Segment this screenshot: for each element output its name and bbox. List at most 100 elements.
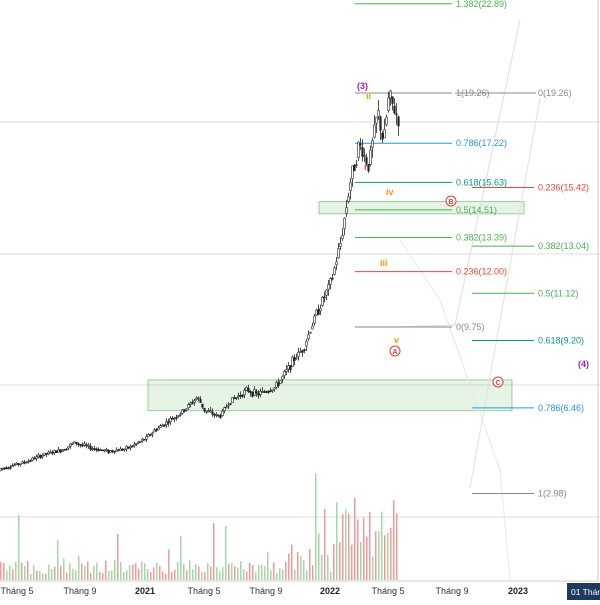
candle — [169, 417, 172, 423]
candle — [127, 446, 130, 449]
candle — [31, 457, 34, 461]
volume-bar — [168, 549, 170, 580]
time-tick-label: Tháng 9 — [63, 586, 96, 596]
candle — [283, 371, 286, 376]
candle — [63, 449, 66, 451]
volume-bar — [291, 544, 293, 580]
volume-bar — [342, 514, 344, 580]
candle — [45, 453, 48, 455]
volume-bar — [255, 572, 257, 580]
candle — [339, 243, 342, 247]
fib-retracement-label: 0.236(12.00) — [456, 267, 507, 277]
candle — [11, 465, 14, 467]
candle — [297, 351, 300, 357]
volume-bar — [348, 513, 350, 580]
candle — [143, 438, 146, 441]
candle — [397, 116, 400, 127]
candle — [47, 451, 50, 455]
candle — [243, 390, 246, 396]
volume-bar — [108, 571, 110, 580]
volume-bar — [264, 566, 266, 580]
candle — [241, 394, 244, 398]
candle — [367, 163, 370, 172]
fib-retracement-label: 0.5(14.51) — [456, 205, 497, 215]
candle — [361, 147, 364, 157]
fib-extension-label: 0.382(13.04) — [538, 241, 589, 251]
candle — [125, 446, 128, 450]
candle — [385, 117, 388, 126]
candle — [245, 386, 248, 391]
volume-bar — [147, 568, 149, 580]
candle — [337, 248, 340, 259]
volume-bar — [228, 563, 230, 580]
volume-bar — [30, 573, 32, 580]
volume-bar — [387, 532, 389, 580]
candle — [379, 116, 382, 131]
volume-bar — [33, 565, 35, 580]
volume-bar — [156, 562, 158, 580]
candle — [1, 467, 4, 470]
candle — [301, 350, 304, 353]
volume-bar — [195, 564, 197, 580]
time-tick-label: Tháng 9 — [249, 586, 282, 596]
candle — [247, 388, 250, 392]
candle — [103, 449, 106, 452]
volume-bar — [63, 558, 65, 580]
candle — [377, 110, 380, 117]
volume-bar — [318, 533, 320, 580]
candle — [295, 357, 298, 360]
volume-bar — [189, 560, 191, 580]
correction-label: C — [495, 380, 500, 387]
volume-bar — [3, 562, 5, 580]
candle — [153, 429, 156, 433]
candle — [65, 448, 68, 451]
volume-bar — [75, 570, 77, 580]
candle — [281, 375, 284, 380]
candle — [51, 452, 54, 454]
volume-bar — [42, 573, 44, 580]
candle — [141, 438, 144, 442]
volume-bar — [345, 509, 347, 580]
candle — [77, 443, 80, 446]
fib-extension-label: 0.5(11.12) — [538, 288, 578, 298]
volume-bar — [162, 571, 164, 580]
candle — [3, 467, 6, 470]
volume-bar — [9, 565, 11, 580]
volume-bar — [84, 565, 86, 580]
candle — [71, 442, 74, 445]
fibonacci-layer: 1.382(22.89)1(19.26)0.786(17.22)0.618(15… — [355, 0, 589, 499]
candle — [165, 421, 168, 426]
candle — [191, 402, 194, 404]
candle — [187, 404, 190, 408]
candle — [35, 456, 38, 459]
candle — [253, 389, 256, 396]
candles-layer — [0, 89, 400, 472]
candle — [275, 382, 278, 388]
volume-bar — [54, 566, 56, 580]
time-tick-label: Tháng 9 — [435, 586, 468, 596]
candle — [257, 393, 260, 396]
candle — [75, 442, 78, 445]
crosshair-time-label: 01 Thán — [571, 587, 600, 597]
candle — [131, 445, 134, 448]
candle — [5, 467, 8, 470]
candle — [179, 413, 182, 416]
candle — [137, 441, 140, 444]
volume-bar — [6, 570, 8, 580]
volume-bar — [72, 569, 74, 580]
candle — [373, 124, 376, 138]
volume-bar — [39, 570, 41, 580]
time-axis[interactable]: Tháng 5 Tháng 9 2021 Tháng 5 Tháng 9 2022 Thán… — [0, 580, 600, 600]
candle — [369, 149, 372, 166]
candle — [293, 357, 296, 362]
volume-bar — [153, 567, 155, 580]
candle — [251, 392, 254, 397]
volume-bar — [222, 567, 224, 580]
volume-bar — [270, 570, 272, 580]
volume-bar — [36, 570, 38, 580]
volume-bar — [252, 565, 254, 580]
volume-bar — [96, 562, 98, 580]
correction-label: A — [392, 349, 397, 356]
